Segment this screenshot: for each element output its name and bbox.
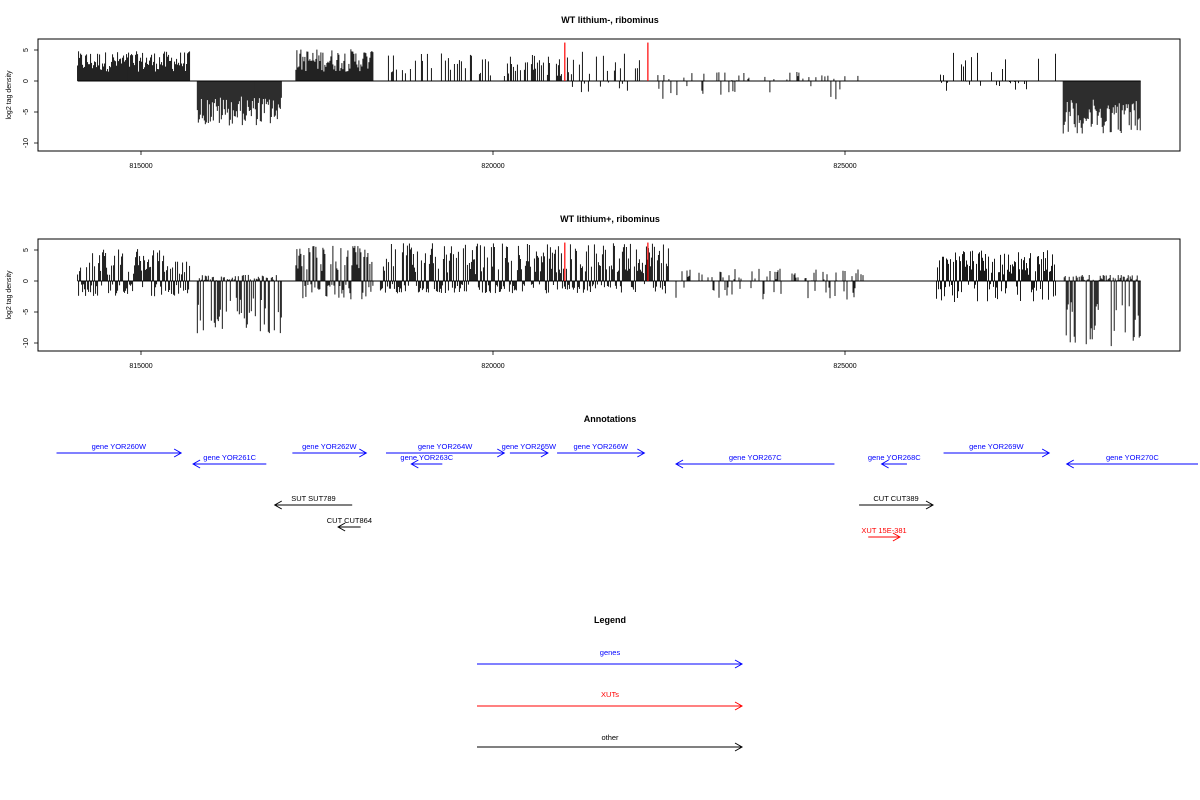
annotation-arrowhead <box>540 448 549 458</box>
y-tick-label: -10 <box>23 338 30 348</box>
annotation-arrowhead <box>1041 448 1051 458</box>
panel-1-title: WT lithium-, ribominus <box>561 15 659 25</box>
annotation-arrowhead <box>337 522 346 532</box>
x-tick-label: 815000 <box>129 363 152 370</box>
annotation-arrowhead <box>192 459 201 469</box>
annotation-label: gene YOR268C <box>868 453 921 462</box>
y-tick-label: 5 <box>23 48 30 52</box>
panel-1-x-axis: 815000 820000 825000 <box>129 151 857 170</box>
panel-2-title: WT lithium+, ribominus <box>560 214 660 224</box>
panel-2-x-axis: 815000 820000 825000 <box>129 351 857 370</box>
annotation-label: gene YOR269W <box>969 442 1024 451</box>
legend-arrowhead-genes <box>734 659 744 669</box>
annotation-features: gene YOR260W gene YOR261C gene YOR262W gene… <box>56 442 1198 542</box>
annotation-arrowhead <box>892 532 901 542</box>
annotation-arrowhead <box>1065 459 1075 469</box>
legend-title: Legend <box>594 615 626 625</box>
legend-label-other: other <box>601 733 619 742</box>
panel-2-bars <box>77 243 1141 347</box>
track-panel-2: WT lithium+, ribominus 5 0 -5 -10 log2 t… <box>6 214 1181 370</box>
legend-item-genes: genes <box>477 648 744 669</box>
y-tick-label: 5 <box>23 248 30 252</box>
annotation-label: gene YOR265W <box>502 442 557 451</box>
annotation-label: SUT SUT789 <box>291 494 335 503</box>
annotation-arrowhead <box>359 448 368 458</box>
panel-2-y-axis: 5 0 -5 -10 log2 tag density <box>6 248 39 348</box>
annotation-label: gene YOR267C <box>729 453 782 462</box>
annotation-arrowhead <box>675 459 684 469</box>
x-tick-label: 820000 <box>481 163 504 170</box>
legend-item-other: other <box>477 733 744 752</box>
y-tick-label: -10 <box>23 138 30 148</box>
legend-panel: Legend genes XUTs other <box>477 615 744 752</box>
y-tick-label: 0 <box>23 79 30 83</box>
x-tick-label: 820000 <box>481 363 504 370</box>
panel-1-bars <box>77 49 1141 134</box>
x-tick-label: 825000 <box>833 363 856 370</box>
annotation-label: gene YOR264W <box>418 442 473 451</box>
annotation-label: XUT 15E-381 <box>861 526 906 535</box>
y-tick-label: -5 <box>23 309 30 315</box>
annotation-arrowhead <box>273 500 283 510</box>
annotation-label: CUT CUT864 <box>327 516 372 525</box>
y-tick-label: 0 <box>23 279 30 283</box>
legend-arrowhead-xuts <box>734 701 744 711</box>
track-panel-1: WT lithium-, ribominus 5 0 -5 -10 log2 t… <box>6 15 1181 170</box>
panel-1-y-axis: 5 0 -5 -10 log2 tag density <box>6 48 39 148</box>
legend-label-genes: genes <box>600 648 621 657</box>
x-tick-label: 825000 <box>833 163 856 170</box>
annotation-label: gene YOR260W <box>92 442 147 451</box>
y-tick-label: -5 <box>23 109 30 115</box>
panel-2-y-label: log2 tag density <box>6 270 13 320</box>
x-tick-label: 815000 <box>129 163 152 170</box>
annotation-arrowhead <box>410 459 419 469</box>
annotation-label: gene YOR266W <box>573 442 628 451</box>
annotation-arrowhead <box>497 448 506 458</box>
annotation-arrowhead <box>173 448 183 458</box>
annotation-label: gene YOR270C <box>1106 453 1159 462</box>
legend-item-xuts: XUTs <box>477 690 744 711</box>
annotation-arrowhead <box>925 500 935 510</box>
annotation-label: gene YOR261C <box>203 453 256 462</box>
legend-arrowhead-other <box>734 742 744 752</box>
annotation-label: gene YOR262W <box>302 442 357 451</box>
annotation-label: CUT CUT389 <box>873 494 918 503</box>
panel-1-highlights <box>564 42 649 81</box>
annotation-arrowhead <box>880 459 889 469</box>
annotation-label: gene YOR263C <box>400 453 453 462</box>
annotations-title: Annotations <box>584 414 637 424</box>
panel-2-highlights <box>564 242 649 281</box>
panel-1-y-label: log2 tag density <box>6 70 13 120</box>
legend-label-xuts: XUTs <box>601 690 619 699</box>
annotation-arrowhead <box>637 448 646 458</box>
